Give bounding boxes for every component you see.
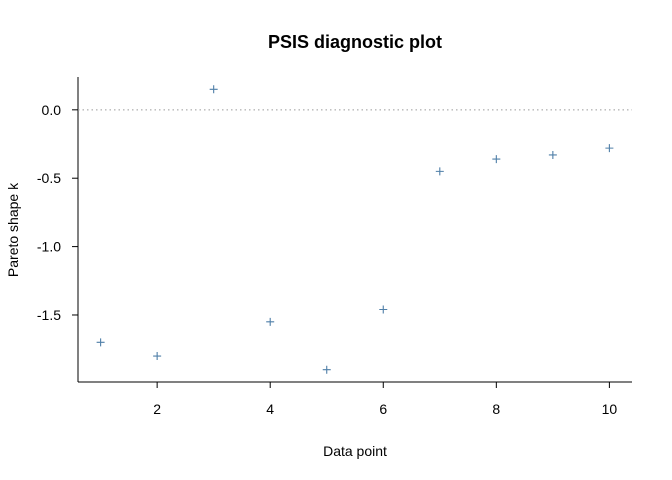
x-tick-label: 6: [379, 401, 387, 417]
x-tick-label: 10: [602, 401, 618, 417]
data-point: [379, 305, 388, 314]
data-point: [548, 150, 557, 159]
data-point: [322, 365, 331, 374]
data-point: [96, 338, 105, 347]
y-tick-label: -1.0: [37, 239, 61, 255]
y-tick-label: -1.5: [37, 307, 61, 323]
data-point: [435, 167, 444, 176]
x-tick-label: 8: [492, 401, 500, 417]
x-tick-label: 2: [153, 401, 161, 417]
y-tick-label: 0.0: [42, 102, 62, 118]
y-axis-label: Pareto shape k: [5, 182, 21, 277]
data-point: [605, 144, 614, 153]
data-point: [492, 155, 501, 164]
chart-title: PSIS diagnostic plot: [268, 32, 442, 52]
x-tick-label: 4: [266, 401, 274, 417]
data-point: [153, 352, 162, 361]
data-point: [266, 317, 275, 326]
y-tick-label: -0.5: [37, 170, 61, 186]
plot-area: 2 4 6 8 10 0.0 -0.5 -1.0 -1.5: [37, 77, 632, 417]
data-point: [209, 85, 218, 94]
x-axis-label: Data point: [323, 443, 387, 459]
